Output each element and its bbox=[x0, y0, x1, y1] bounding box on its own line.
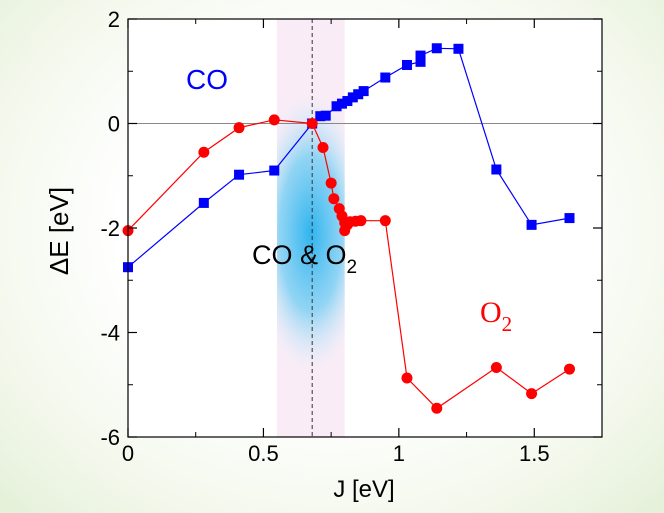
y-tick-label: 0 bbox=[108, 112, 120, 137]
point-co bbox=[380, 72, 391, 83]
point-co bbox=[269, 165, 280, 176]
point-o2 bbox=[317, 142, 329, 154]
x-tick-label: 0 bbox=[122, 441, 134, 466]
point-co bbox=[320, 110, 331, 121]
point-o2 bbox=[401, 372, 413, 384]
y-tick-label: -2 bbox=[100, 216, 120, 241]
point-o2 bbox=[526, 388, 538, 400]
point-co bbox=[198, 197, 209, 208]
point-co bbox=[415, 56, 426, 67]
highlight-band bbox=[276, 19, 345, 437]
point-o2 bbox=[198, 146, 210, 158]
point-co bbox=[491, 164, 502, 175]
y-axis-title: ΔE [eV] bbox=[44, 187, 74, 275]
point-co bbox=[315, 111, 326, 122]
point-o2 bbox=[355, 215, 367, 227]
x-tick-label: 1.5 bbox=[519, 441, 550, 466]
point-co bbox=[353, 89, 364, 100]
point-co bbox=[331, 101, 342, 112]
point-o2 bbox=[379, 215, 391, 227]
point-co bbox=[342, 96, 353, 107]
point-o2 bbox=[268, 114, 280, 126]
point-co bbox=[234, 169, 245, 180]
point-co bbox=[453, 43, 464, 54]
point-co bbox=[336, 98, 347, 109]
x-axis-title: J [eV] bbox=[333, 476, 394, 503]
point-o2 bbox=[490, 362, 502, 374]
point-co bbox=[526, 219, 537, 230]
point-o2 bbox=[306, 118, 318, 129]
y-tick-label: -6 bbox=[100, 425, 120, 450]
y-tick-label: -4 bbox=[100, 321, 120, 346]
point-co bbox=[431, 43, 442, 54]
x-tick-label: 1 bbox=[393, 441, 405, 466]
point-co bbox=[347, 92, 358, 103]
point-co bbox=[401, 59, 412, 70]
annotation-co-o2: CO & O2 bbox=[252, 240, 357, 278]
y-tick-label: 2 bbox=[108, 7, 120, 32]
point-o2 bbox=[431, 402, 443, 414]
point-o2 bbox=[328, 193, 340, 205]
point-co bbox=[415, 50, 426, 61]
x-tick-label: 0.5 bbox=[248, 441, 279, 466]
point-co bbox=[358, 86, 369, 97]
point-o2 bbox=[563, 363, 575, 375]
point-o2 bbox=[325, 177, 337, 189]
point-co bbox=[564, 213, 575, 224]
annotation-o2: O2 bbox=[480, 296, 512, 336]
annotation-co: CO bbox=[186, 64, 228, 95]
point-o2 bbox=[233, 122, 245, 134]
